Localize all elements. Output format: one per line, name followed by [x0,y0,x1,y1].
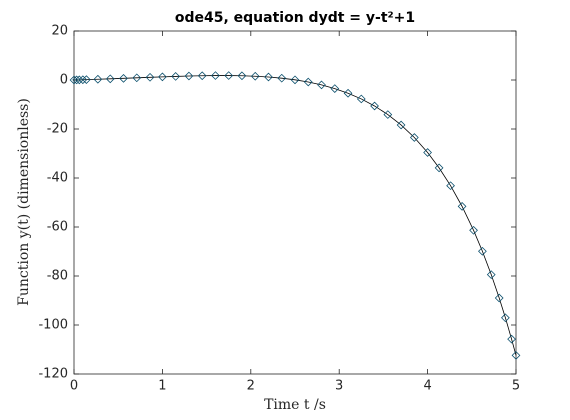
data-point [197,71,207,81]
y-tick-label: 0 [60,73,68,88]
data-point [469,225,478,235]
data-point [78,75,88,85]
data-point [486,270,496,280]
x-tick-label: 0 [70,379,78,394]
x-tick-label: 3 [335,379,343,394]
y-tick-label: -20 [47,122,68,137]
data-point [511,351,521,360]
data-point [303,77,313,87]
data-point [457,202,467,211]
y-tick-label: -100 [38,318,68,333]
data-point [264,72,273,82]
chart-title: ode45, equation dydt = y-t²+1 [175,10,415,26]
data-point [93,74,103,84]
data-point [277,73,287,83]
plot-box [73,30,517,375]
data-point [171,72,181,81]
data-point [507,334,516,344]
data-point [501,313,510,323]
y-tick-label: -120 [38,367,68,382]
x-tick-label: 5 [512,379,520,394]
data-point [74,75,84,85]
data-point [446,181,455,191]
y-tick-label: 20 [51,24,68,39]
data-point [317,80,326,90]
data-point [237,71,247,81]
y-tick-label: -40 [47,171,68,186]
data-point [250,71,260,81]
y-tick-label: -60 [47,220,68,235]
y-tick-label: -80 [47,269,68,284]
data-point [383,110,393,119]
data-point [224,71,234,80]
data-point [119,73,128,83]
data-point [158,72,167,82]
data-point [132,73,142,83]
series-line [73,75,517,356]
data-point [343,88,353,98]
data-point [434,163,444,173]
data-point [370,101,379,111]
x-tick-label: 4 [423,379,431,394]
y-axis-label: Function y(t) (dimensionless) [16,98,32,306]
data-point [145,72,155,82]
data-point [478,246,487,256]
x-tick-label: 2 [247,379,255,394]
data-point [184,71,194,81]
data-point [396,120,406,130]
data-point [211,71,220,80]
x-axis-label: Time t /s [264,397,326,413]
x-tick-label: 1 [158,379,166,394]
data-point [409,133,419,142]
data-point [290,75,300,85]
data-point [105,74,115,84]
data-point [423,148,432,157]
data-point [330,84,340,93]
data-point [356,94,366,104]
data-point [494,293,504,303]
data-point [82,75,91,84]
data-point [72,75,82,85]
